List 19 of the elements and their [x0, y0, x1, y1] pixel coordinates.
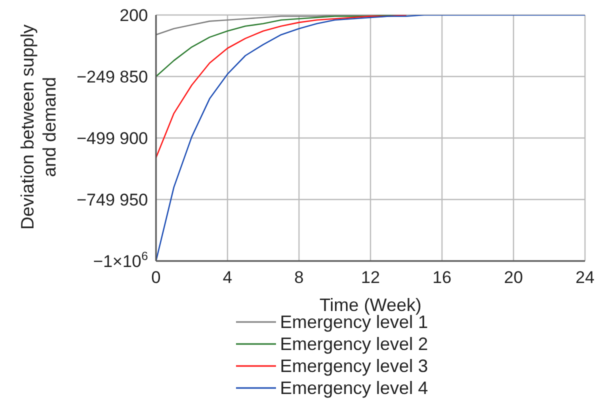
y-tick-label: 200 [120, 6, 148, 25]
x-tick-label: 24 [576, 268, 594, 287]
line-series [156, 15, 407, 158]
x-tick-label: 4 [222, 268, 232, 287]
x-tick-label: 8 [294, 268, 304, 287]
x-tick-label: 16 [432, 268, 452, 287]
y-tick-label: −749 950 [76, 190, 148, 210]
legend-label: Emergency level 4 [280, 377, 428, 399]
x-tick-label: 20 [504, 268, 523, 287]
legend-label: Emergency level 2 [280, 333, 428, 355]
legend-label: Emergency level 3 [280, 355, 428, 377]
x-tick-label: 12 [361, 268, 380, 287]
y-tick-label: −249 850 [76, 68, 148, 86]
y-tick-label: −1×10$^{6}$ [93, 249, 148, 271]
y-axis-title: Deviation between supply and demand [16, 23, 60, 232]
x-axis-title: Time (Week) [319, 295, 422, 315]
y-tick-label: −499 900 [76, 129, 148, 148]
line-series [156, 15, 585, 261]
x-tick-label: 0 [151, 268, 161, 287]
